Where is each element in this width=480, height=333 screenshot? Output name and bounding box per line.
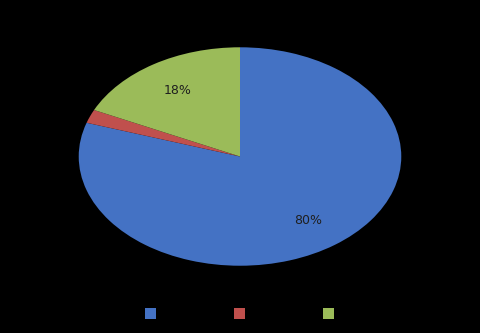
Wedge shape — [94, 47, 240, 157]
Text: 80%: 80% — [294, 214, 322, 227]
Wedge shape — [79, 47, 401, 266]
Wedge shape — [86, 110, 240, 157]
Text: 18%: 18% — [164, 84, 192, 97]
Legend: , , : , , — [145, 308, 335, 322]
